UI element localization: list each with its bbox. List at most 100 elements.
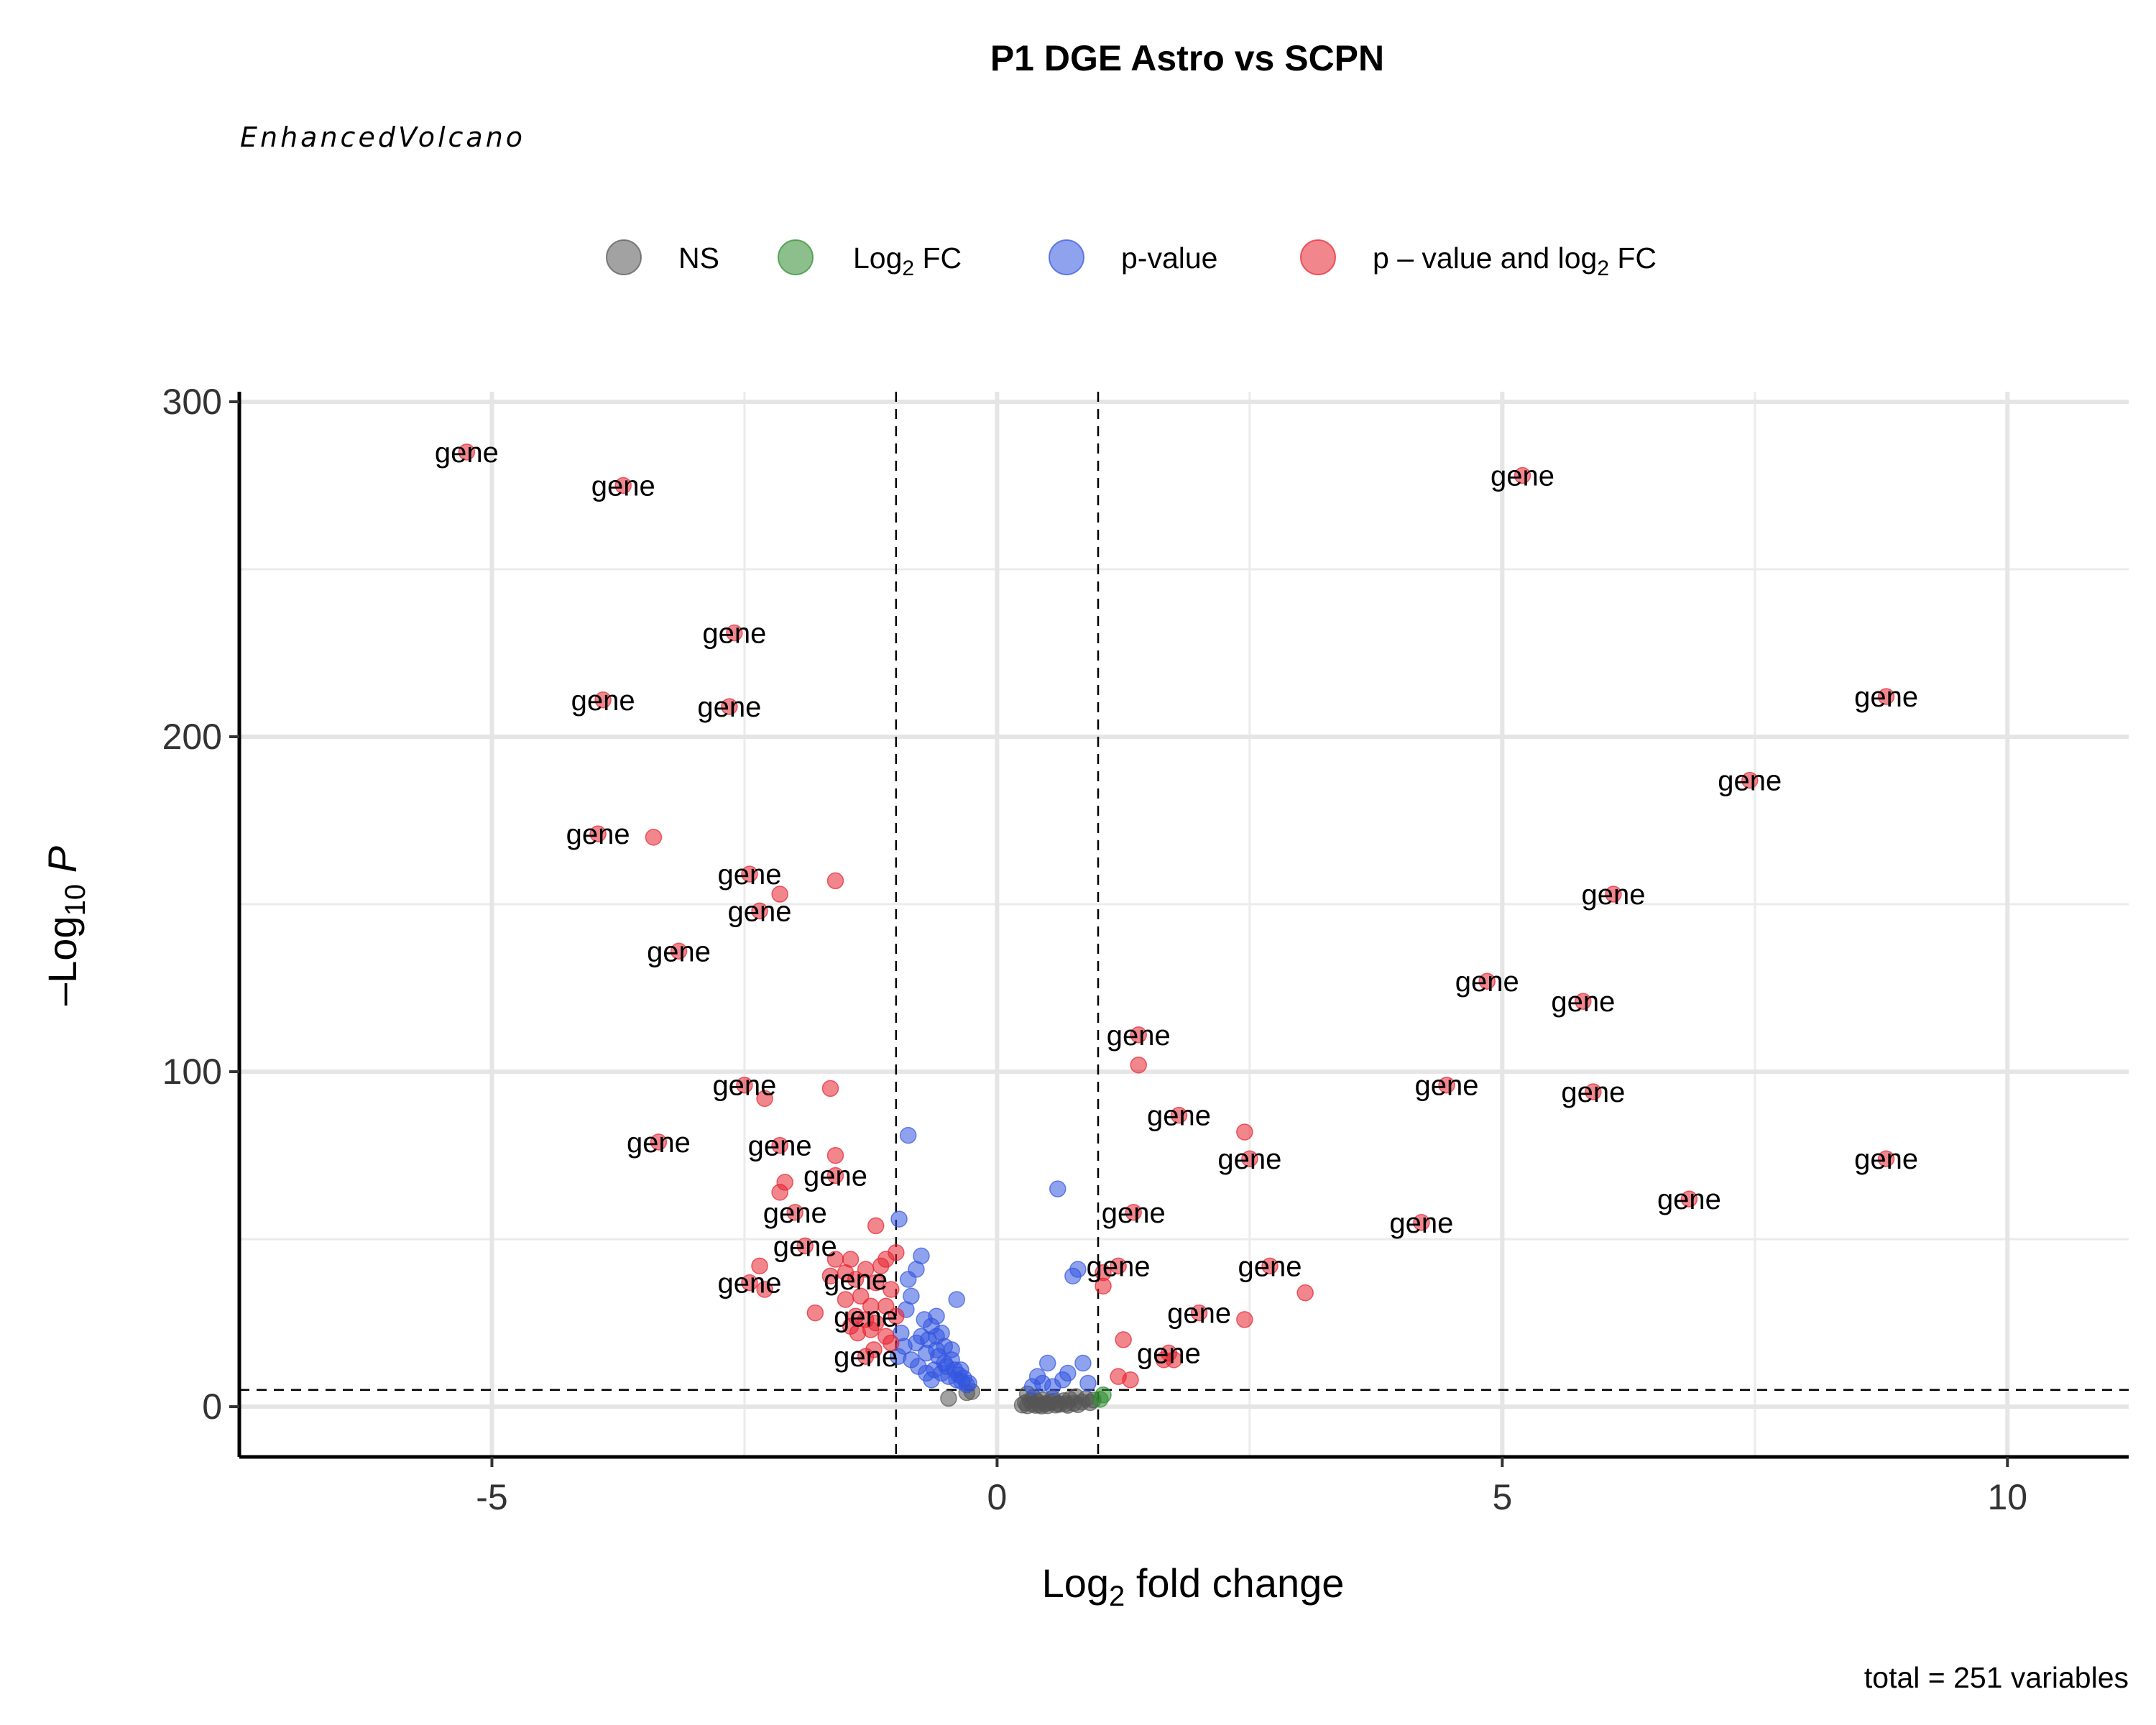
y-axis-title-log: –Log xyxy=(40,916,85,1006)
point-p-value-and-log2-fc xyxy=(726,624,743,642)
point-p-value-and-log2-fc xyxy=(1877,1150,1895,1167)
point-p-value-and-log2-fc xyxy=(1261,1257,1279,1275)
point-p-value xyxy=(948,1291,965,1308)
point-p-value-and-log2-fc xyxy=(877,1297,895,1315)
gene-label: gene xyxy=(1854,681,1918,713)
point-p-value xyxy=(1064,1267,1082,1285)
point-p-value-and-log2-fc xyxy=(1130,1026,1147,1044)
gene-label: gene xyxy=(1238,1251,1302,1282)
point-p-value xyxy=(889,1348,907,1365)
point-p-value-and-log2-fc xyxy=(741,1274,758,1292)
point-p-value-and-log2-fc xyxy=(1438,1076,1455,1094)
gene-label: gene xyxy=(1491,461,1554,492)
point-p-value xyxy=(960,1374,977,1392)
legend-marker xyxy=(778,239,814,275)
gene-label: gene xyxy=(803,1161,867,1192)
gene-label: gene xyxy=(1137,1338,1201,1370)
point-p-value-and-log2-fc xyxy=(771,1184,788,1201)
point-p-value-and-log2-fc xyxy=(888,1307,905,1325)
legend-label-main: p – value and log xyxy=(1373,242,1597,275)
point-p-value-and-log2-fc xyxy=(1575,993,1592,1010)
gene-label: gene xyxy=(571,685,635,717)
point-p-value-and-log2-fc xyxy=(1125,1204,1142,1221)
point-p-value-and-log2-fc xyxy=(1190,1304,1208,1322)
point-p-value-and-log2-fc xyxy=(883,1281,900,1298)
gene-label: gene xyxy=(717,1268,781,1300)
x-tick-label: -5 xyxy=(476,1477,507,1517)
point-p-value-and-log2-fc xyxy=(736,1076,753,1094)
point-p-value-and-log2-fc xyxy=(650,1133,668,1151)
gene-label: gene xyxy=(1415,1070,1479,1102)
x-tick-label: 5 xyxy=(1492,1477,1512,1517)
x-tick-label: 10 xyxy=(1987,1477,2027,1517)
gene-label: gene xyxy=(1147,1100,1211,1132)
point-p-value xyxy=(1074,1354,1092,1372)
gene-label: gene xyxy=(1087,1251,1151,1282)
chart-caption: total = 251 variables xyxy=(1864,1661,2129,1694)
gene-label: gene xyxy=(435,437,499,469)
legend-label: p – value and log2 FC xyxy=(1373,242,1657,280)
gene-label: gene xyxy=(824,1264,888,1296)
point-p-value-and-log2-fc xyxy=(1236,1311,1253,1328)
point-p-value-and-log2-fc xyxy=(1095,1277,1112,1295)
gene-label: gene xyxy=(566,819,630,850)
point-p-value xyxy=(923,1371,940,1389)
point-p-value xyxy=(1038,1354,1056,1372)
legend-item-fc-p: p – value and log2 FC xyxy=(1300,239,1657,280)
x-axis-title-rest: fold change xyxy=(1125,1560,1344,1606)
point-p-value-and-log2-fc xyxy=(1241,1150,1258,1167)
point-p-value-and-log2-fc xyxy=(756,1090,773,1108)
y-axis-title-p: P xyxy=(40,846,85,884)
point-p-value xyxy=(936,1354,954,1372)
x-axis-title-sub: 2 xyxy=(1109,1581,1125,1612)
data-points xyxy=(458,443,1895,1414)
point-p-value-and-log2-fc xyxy=(857,1348,875,1365)
y-tick-label: 200 xyxy=(162,717,222,757)
legend-label: p-value xyxy=(1121,242,1217,275)
legend-label-suffix: FC xyxy=(1609,242,1657,275)
legend-label-sub: 2 xyxy=(902,257,914,280)
gene-label: gene xyxy=(1167,1298,1231,1330)
gene-label: gene xyxy=(834,1301,898,1333)
point-p-value xyxy=(890,1210,908,1228)
point-p-value-and-log2-fc xyxy=(1115,1331,1132,1348)
gene-label: gene xyxy=(1854,1144,1918,1175)
point-p-value xyxy=(928,1328,945,1345)
gene-label: gene xyxy=(1582,879,1646,911)
point-p-value-and-log2-fc xyxy=(1165,1351,1183,1368)
point-p-value-and-log2-fc xyxy=(821,1080,839,1098)
y-axis-title-sub: 10 xyxy=(60,884,91,916)
gene-label: gene xyxy=(717,859,781,891)
point-p-value-and-log2-fc xyxy=(847,1271,865,1288)
gene-label: gene xyxy=(627,1127,691,1159)
legend-label: NS xyxy=(678,242,719,275)
gene-label: gene xyxy=(697,691,761,723)
legend-item-fc: Log2 FC xyxy=(778,239,962,280)
point-p-value-and-log2-fc xyxy=(756,1281,773,1298)
point-p-value-and-log2-fc xyxy=(1741,771,1759,789)
point-p-value-and-log2-fc xyxy=(645,829,663,846)
x-axis-title: Log2 fold change xyxy=(1042,1560,1345,1612)
point-p-value-and-log2-fc xyxy=(458,443,476,461)
point-p-value-and-log2-fc xyxy=(670,942,688,960)
x-axis-title-log: Log xyxy=(1042,1560,1109,1606)
x-tick-label: 0 xyxy=(987,1477,1008,1517)
gene-label: gene xyxy=(1217,1144,1281,1175)
point-p-value-and-log2-fc xyxy=(1296,1284,1314,1302)
chart-title: P1 DGE Astro vs SCPN xyxy=(990,38,1384,78)
point-p-value-and-log2-fc xyxy=(821,1267,839,1285)
point-p-value-and-log2-fc xyxy=(849,1324,867,1342)
point-p-value-and-log2-fc xyxy=(721,698,738,715)
gene-label: gene xyxy=(647,936,711,967)
gene-label: gene xyxy=(763,1197,827,1229)
point-p-value-and-log2-fc xyxy=(1170,1106,1188,1124)
legend-marker xyxy=(1300,239,1336,275)
legend-label-main: p-value xyxy=(1121,242,1217,275)
legend-item-ns: NS xyxy=(606,239,719,275)
point-p-value-and-log2-fc xyxy=(1130,1056,1147,1074)
point-p-value-and-log2-fc xyxy=(614,477,632,494)
gene-label: gene xyxy=(712,1070,776,1102)
point-p-value-and-log2-fc xyxy=(1605,886,1622,903)
point-p-value-and-log2-fc xyxy=(867,1217,885,1235)
